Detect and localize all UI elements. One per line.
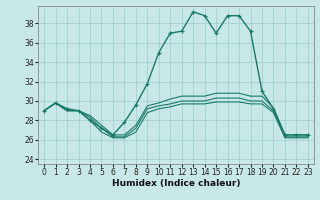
X-axis label: Humidex (Indice chaleur): Humidex (Indice chaleur) — [112, 179, 240, 188]
